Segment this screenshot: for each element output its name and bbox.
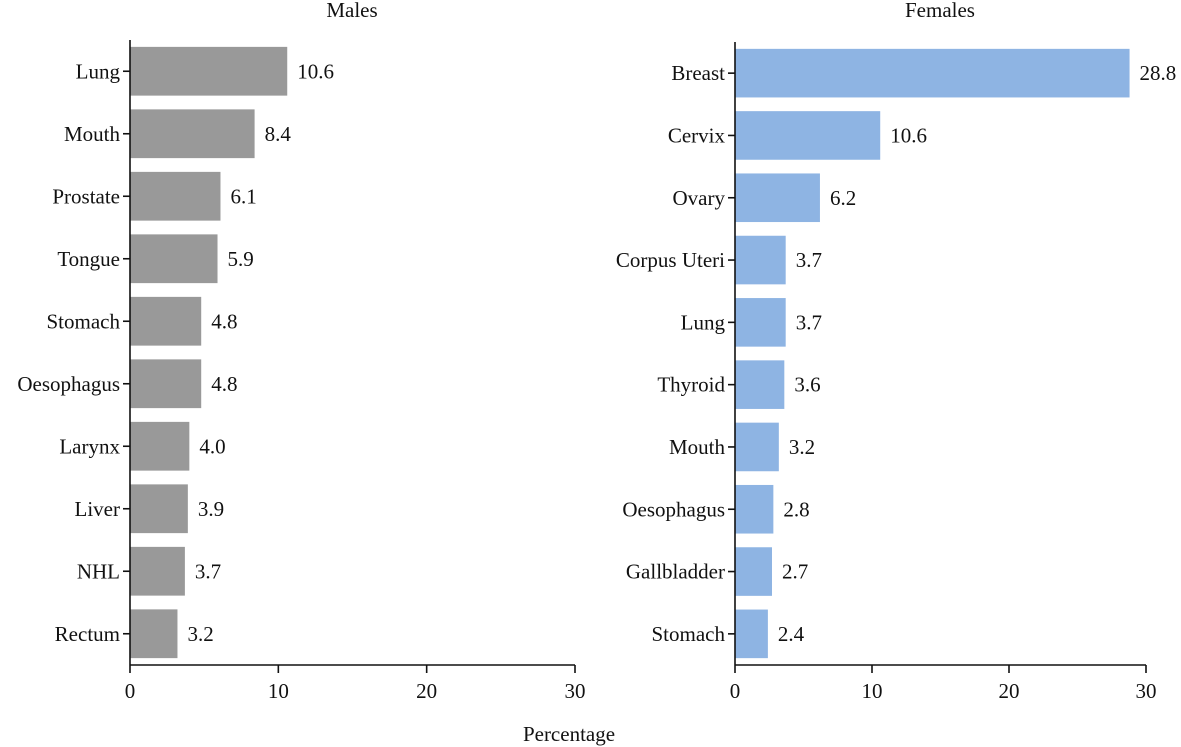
females-bar-corpus-uteri: [735, 235, 786, 285]
females-category-label: Thyroid: [657, 373, 725, 397]
females-value-label: 3.7: [796, 310, 822, 334]
females-bar-lung: [735, 298, 786, 347]
females-category-label: Stomach: [652, 622, 726, 646]
males-category-label: Stomach: [47, 309, 121, 333]
females-x-tick-label: 0: [730, 679, 741, 703]
males-bar-lung: [130, 46, 288, 96]
males-value-label: 6.1: [230, 184, 256, 208]
males-x-tick-label: 30: [565, 679, 586, 703]
males-category-label: Oesophagus: [17, 372, 120, 396]
males-x-tick-label: 20: [416, 679, 437, 703]
males-x-tick-label: 0: [125, 679, 136, 703]
females-x-tick-label: 20: [999, 679, 1020, 703]
females-category-label: Breast: [671, 61, 725, 85]
females-x-tick-label: 10: [862, 679, 883, 703]
males-category-label: NHL: [77, 559, 120, 583]
males-value-label: 4.8: [211, 372, 237, 396]
x-axis-label: Percentage: [523, 722, 615, 746]
females-bar-ovary: [735, 173, 820, 223]
males-value-label: 8.4: [265, 122, 292, 146]
females-category-label: Corpus Uteri: [616, 248, 725, 272]
females-value-label: 2.4: [778, 622, 805, 646]
females-value-label: 3.2: [789, 435, 815, 459]
males-bar-stomach: [130, 296, 202, 346]
females-category-label: Lung: [681, 310, 726, 334]
females-bar-cervix: [735, 111, 881, 160]
females-bar-thyroid: [735, 360, 785, 409]
females-category-label: Gallbladder: [626, 560, 725, 584]
females-bar-oesophagus: [735, 484, 774, 534]
males-bar-nhl: [130, 546, 185, 596]
males-title: Males: [326, 0, 377, 22]
males-bar-tongue: [130, 234, 218, 284]
females-bar-gallbladder: [735, 547, 772, 596]
females-value-label: 2.8: [783, 497, 809, 521]
females-value-label: 28.8: [1140, 61, 1177, 85]
females-value-label: 3.6: [794, 373, 820, 397]
females-panel: Females Breast 28.8 Cervix 10.6 Ovary 6.2 Corpu…: [616, 0, 1176, 703]
males-value-label: 3.7: [195, 559, 221, 583]
males-bar-oesophagus: [130, 359, 202, 409]
females-value-label: 3.7: [796, 248, 822, 272]
males-bar-rectum: [130, 609, 178, 659]
females-bar-mouth: [735, 422, 779, 472]
males-value-label: 4.8: [211, 309, 237, 333]
females-title: Females: [905, 0, 975, 22]
males-category-label: Prostate: [52, 184, 120, 208]
males-category-label: Liver: [75, 497, 120, 521]
males-panel: Males Lung 10.6 Mouth 8.4 Prostate 6.1 Tongue 5.…: [17, 0, 585, 703]
females-bar-breast: [735, 48, 1130, 98]
females-category-label: Mouth: [669, 435, 726, 459]
females-x-tick-label: 30: [1136, 679, 1157, 703]
females-value-label: 2.7: [782, 560, 808, 584]
males-category-label: Rectum: [55, 622, 120, 646]
males-bar-liver: [130, 484, 188, 534]
females-category-label: Cervix: [668, 123, 726, 147]
females-bar-stomach: [735, 609, 768, 659]
males-value-label: 4.0: [199, 434, 225, 458]
males-bar-mouth: [130, 109, 255, 159]
males-value-label: 3.2: [187, 622, 213, 646]
males-value-label: 10.6: [297, 59, 334, 83]
males-category-label: Lung: [76, 59, 121, 83]
males-x-tick-label: 10: [268, 679, 289, 703]
males-category-label: Tongue: [57, 247, 120, 271]
males-bar-larynx: [130, 421, 190, 471]
females-value-label: 6.2: [830, 186, 856, 210]
females-value-label: 10.6: [890, 123, 927, 147]
males-bar-prostate: [130, 171, 221, 221]
males-category-label: Larynx: [59, 434, 120, 458]
males-category-label: Mouth: [64, 122, 121, 146]
males-value-label: 5.9: [228, 247, 254, 271]
females-category-label: Ovary: [673, 186, 726, 210]
females-category-label: Oesophagus: [622, 497, 725, 521]
males-value-label: 3.9: [198, 497, 224, 521]
